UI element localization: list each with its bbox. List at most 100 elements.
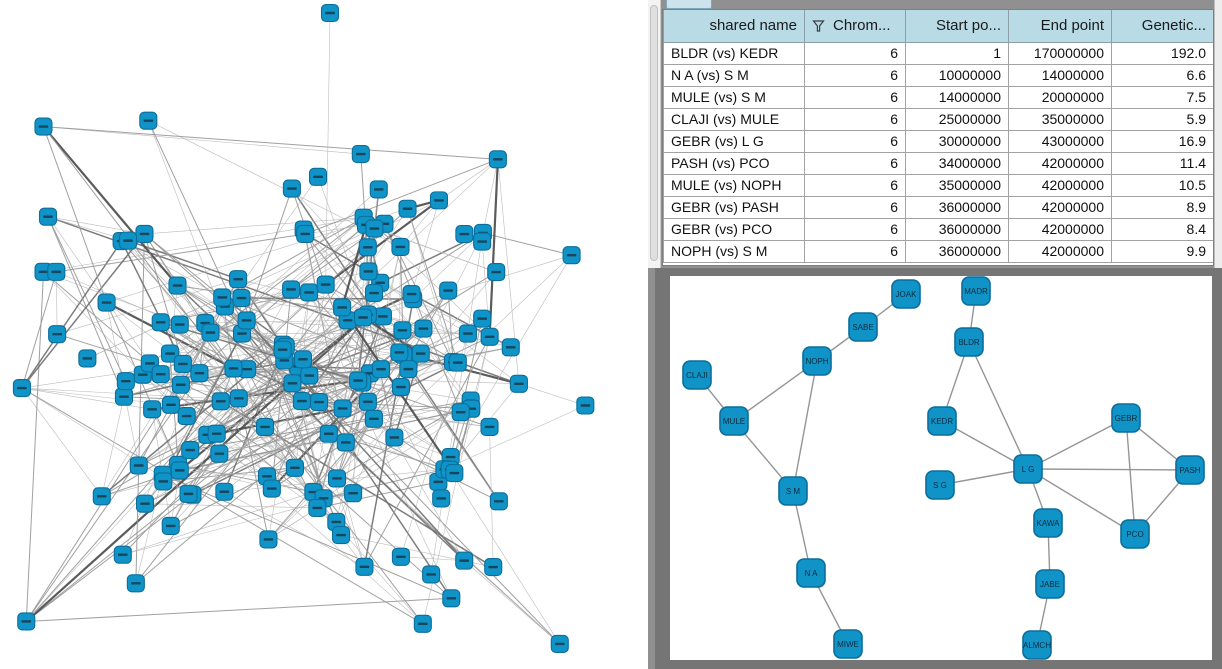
table-cell-chromosome[interactable]: 6 bbox=[804, 151, 906, 175]
overview-node[interactable] bbox=[359, 262, 378, 281]
overview-node[interactable] bbox=[351, 144, 370, 164]
column-header-shared-name[interactable]: shared name bbox=[663, 10, 805, 43]
overview-node[interactable] bbox=[161, 516, 180, 535]
overview-node[interactable] bbox=[484, 558, 503, 577]
overview-node[interactable] bbox=[448, 353, 467, 372]
overview-node[interactable] bbox=[393, 321, 412, 340]
overview-node[interactable] bbox=[161, 395, 181, 414]
overview-node[interactable] bbox=[455, 551, 474, 570]
overview-node[interactable] bbox=[292, 392, 311, 411]
table-cell-genetic[interactable]: 16.9 bbox=[1111, 129, 1213, 153]
network-node-SG[interactable]: S G bbox=[925, 470, 955, 500]
overview-node[interactable] bbox=[488, 150, 507, 169]
overview-node[interactable] bbox=[473, 232, 492, 251]
overview-node[interactable] bbox=[282, 280, 301, 299]
overview-node[interactable] bbox=[327, 469, 347, 488]
overview-node[interactable] bbox=[12, 378, 31, 398]
network-node-PASH[interactable]: PASH bbox=[1175, 455, 1205, 485]
overview-node[interactable] bbox=[92, 487, 111, 506]
table-cell-start-point[interactable]: 36000000 bbox=[905, 239, 1009, 263]
table-cell-genetic[interactable]: 10.5 bbox=[1111, 173, 1213, 197]
table-cell-shared-name[interactable]: CLAJI (vs) MULE bbox=[663, 107, 805, 131]
table-cell-start-point[interactable]: 1 bbox=[905, 41, 1009, 65]
overview-node[interactable] bbox=[432, 489, 451, 508]
network-node-SM[interactable]: S M bbox=[778, 476, 808, 506]
table-cell-shared-name[interactable]: GEBR (vs) PCO bbox=[663, 217, 805, 241]
overview-node[interactable] bbox=[429, 191, 448, 210]
overview-node[interactable] bbox=[213, 288, 232, 307]
table-cell-start-point[interactable]: 14000000 bbox=[905, 85, 1009, 109]
overview-node[interactable] bbox=[160, 344, 180, 363]
overview-node[interactable] bbox=[118, 231, 138, 250]
table-cell-start-point[interactable]: 10000000 bbox=[905, 63, 1009, 87]
network-node-JOAK[interactable]: JOAK bbox=[891, 279, 921, 309]
table-cell-chromosome[interactable]: 6 bbox=[804, 85, 906, 109]
overview-node[interactable] bbox=[116, 372, 135, 391]
table-cell-start-point[interactable]: 30000000 bbox=[905, 129, 1009, 153]
overview-node[interactable] bbox=[173, 354, 192, 374]
table-cell-start-point[interactable]: 34000000 bbox=[905, 151, 1009, 175]
table-cell-chromosome[interactable]: 6 bbox=[804, 107, 906, 131]
table-cell-end-point[interactable]: 42000000 bbox=[1008, 217, 1112, 241]
column-header-start-point[interactable]: Start po... bbox=[905, 10, 1009, 43]
table-cell-genetic[interactable]: 7.5 bbox=[1111, 85, 1213, 109]
overview-node[interactable] bbox=[211, 392, 230, 411]
overview-node[interactable] bbox=[480, 417, 499, 437]
overview-node[interactable] bbox=[113, 545, 132, 564]
table-cell-end-point[interactable]: 42000000 bbox=[1008, 239, 1112, 263]
table-cell-start-point[interactable]: 35000000 bbox=[905, 173, 1009, 197]
overview-node[interactable] bbox=[455, 225, 474, 244]
overview-node[interactable] bbox=[48, 325, 67, 344]
overview-node[interactable] bbox=[309, 392, 329, 412]
table-cell-genetic[interactable]: 8.4 bbox=[1111, 217, 1213, 241]
table-cell-start-point[interactable]: 36000000 bbox=[905, 217, 1009, 241]
overview-node[interactable] bbox=[365, 219, 384, 238]
overview-node[interactable] bbox=[333, 298, 352, 317]
overview-node[interactable] bbox=[422, 565, 441, 584]
overview-node[interactable] bbox=[259, 530, 278, 549]
overview-node[interactable] bbox=[300, 283, 319, 302]
network-node-NA[interactable]: N A bbox=[796, 558, 826, 588]
network-edge-LG-PASH[interactable] bbox=[1027, 468, 1191, 471]
overview-node[interactable] bbox=[38, 207, 58, 226]
overview-node[interactable] bbox=[224, 359, 243, 378]
overview-node[interactable] bbox=[439, 281, 458, 300]
overview-node[interactable] bbox=[232, 289, 251, 308]
overview-node[interactable] bbox=[34, 117, 53, 136]
table-row[interactable]: MULE (vs) S M 6 14000000 20000000 7.5 bbox=[663, 85, 1213, 109]
column-header-chromosome[interactable]: Chrom... bbox=[804, 10, 906, 43]
table-cell-chromosome[interactable]: 6 bbox=[804, 129, 906, 153]
overview-node[interactable] bbox=[273, 340, 292, 359]
overview-network-canvas[interactable] bbox=[0, 0, 648, 669]
table-cell-end-point[interactable]: 170000000 bbox=[1008, 41, 1112, 65]
network-node-MADR[interactable]: MADR bbox=[961, 276, 991, 306]
network-node-SABE[interactable]: SABE bbox=[848, 312, 878, 342]
overview-node[interactable] bbox=[17, 612, 36, 631]
table-cell-genetic[interactable]: 9.9 bbox=[1111, 239, 1213, 263]
overview-node[interactable] bbox=[262, 479, 281, 498]
overview-node[interactable] bbox=[344, 484, 363, 503]
table-cell-genetic[interactable]: 192.0 bbox=[1111, 41, 1213, 65]
table-cell-genetic[interactable]: 6.6 bbox=[1111, 63, 1213, 87]
vertical-scrollbar-thumb[interactable] bbox=[650, 5, 658, 261]
network-node-MIWE[interactable]: MIWE bbox=[833, 629, 863, 659]
table-cell-shared-name[interactable]: MULE (vs) S M bbox=[663, 85, 805, 109]
table-cell-genetic[interactable]: 11.4 bbox=[1111, 151, 1213, 175]
overview-node[interactable] bbox=[139, 111, 158, 130]
overview-node[interactable] bbox=[331, 525, 351, 545]
table-row[interactable]: BLDR (vs) KEDR 6 1 170000000 192.0 bbox=[663, 41, 1213, 65]
network-edge-GEBR-PCO[interactable] bbox=[1125, 417, 1136, 535]
overview-node[interactable] bbox=[151, 313, 170, 332]
overview-node[interactable] bbox=[371, 360, 391, 379]
overview-node[interactable] bbox=[562, 246, 581, 265]
overview-node[interactable] bbox=[126, 574, 145, 593]
table-right-scroll-strip[interactable] bbox=[1214, 0, 1222, 268]
overview-node[interactable] bbox=[487, 263, 506, 282]
overview-node[interactable] bbox=[135, 494, 155, 513]
table-row[interactable]: GEBR (vs) PCO 6 36000000 42000000 8.4 bbox=[663, 217, 1213, 241]
overview-node[interactable] bbox=[229, 270, 248, 289]
overview-node[interactable] bbox=[97, 293, 116, 312]
table-row[interactable]: CLAJI (vs) MULE 6 25000000 35000000 5.9 bbox=[663, 107, 1213, 131]
overview-node[interactable] bbox=[458, 324, 477, 343]
table-row[interactable]: GEBR (vs) PASH 6 36000000 42000000 8.9 bbox=[663, 195, 1213, 219]
